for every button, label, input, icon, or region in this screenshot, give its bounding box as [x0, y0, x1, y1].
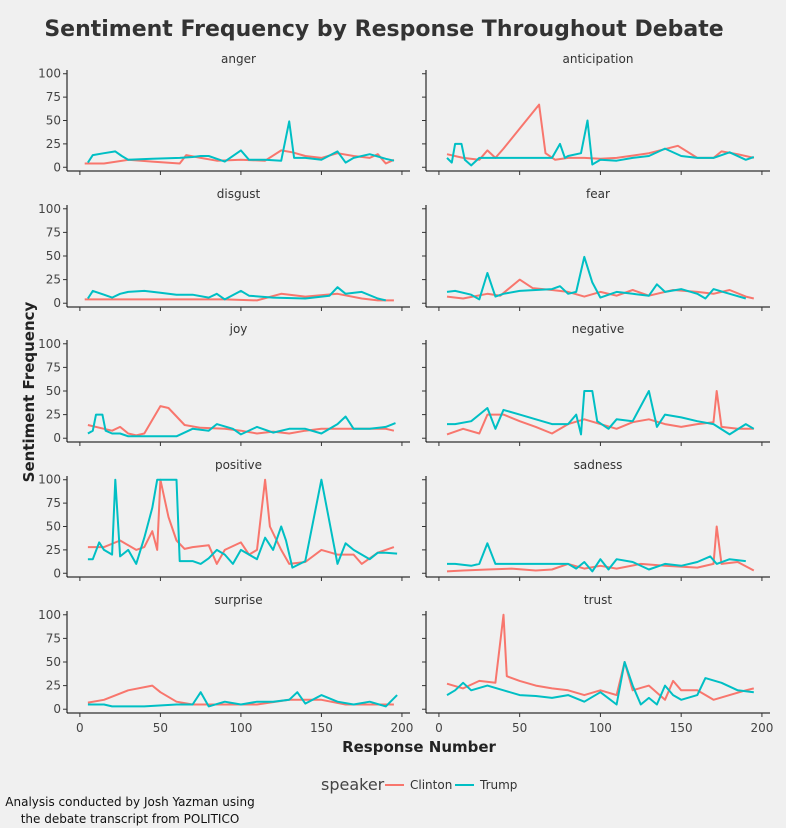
series-line-trump — [446, 661, 754, 706]
series-line-clinton — [87, 478, 395, 565]
series-line-clinton — [84, 292, 394, 302]
x-tick-label: 100 — [589, 721, 612, 735]
panel-positive: positive 0 25 50 75 100 — [38, 458, 410, 581]
x-tick-label: 100 — [229, 721, 252, 735]
x-axis-title: Response Number — [342, 738, 496, 756]
y-tick-label: 75 — [46, 631, 61, 645]
panel-title-disgust: disgust — [217, 187, 261, 201]
x-tick-label: 150 — [310, 721, 333, 735]
y-tick-label: 100 — [38, 473, 61, 487]
y-tick-label: 75 — [46, 496, 61, 510]
series-line-trump — [447, 542, 746, 573]
series-line-clinton — [446, 390, 754, 436]
y-tick-label: 0 — [53, 431, 61, 445]
panel-title-negative: negative — [572, 322, 624, 336]
series-line-trump — [446, 119, 755, 167]
series-line-trump — [87, 286, 387, 302]
panel-negative: negative — [422, 322, 770, 446]
y-tick-label: 25 — [46, 408, 61, 422]
x-tick-label: 0 — [435, 721, 443, 735]
series-line-clinton — [87, 405, 395, 437]
x-tick-label: 50 — [153, 721, 168, 735]
series-line-clinton — [446, 103, 755, 161]
legend-label-trump: Trump — [479, 778, 517, 792]
panel-anger: anger 0 25 50 75 100 — [38, 52, 410, 175]
y-tick-label: 100 — [38, 337, 61, 351]
caption-line-1: Analysis conducted by Josh Yazman using — [5, 795, 254, 809]
x-tick-label: 150 — [670, 721, 693, 735]
panel-title-trust: trust — [584, 593, 612, 607]
y-tick-label: 75 — [46, 360, 61, 374]
y-tick-label: 75 — [46, 225, 61, 239]
series-line-clinton — [87, 684, 394, 706]
y-tick-label: 50 — [46, 520, 61, 534]
panel-surprise: surprise 0 25 50 75 100 0 50 100 150 200 — [38, 593, 413, 735]
y-tick-label: 100 — [38, 608, 61, 622]
y-tick-label: 50 — [46, 655, 61, 669]
y-tick-label: 50 — [46, 249, 61, 263]
series-line-clinton — [84, 149, 395, 165]
y-tick-label: 25 — [46, 273, 61, 287]
chart-title: Sentiment Frequency by Response Througho… — [44, 17, 723, 42]
panel-trust: trust 0 50 100 150 200 — [422, 593, 773, 735]
legend-label-clinton: Clinton — [410, 778, 452, 792]
panel-title-joy: joy — [229, 322, 248, 336]
y-tick-label: 100 — [38, 67, 61, 81]
panel-anticipation: anticipation — [422, 52, 770, 175]
y-axis-title: Sentiment Frequency — [20, 301, 38, 482]
y-tick-label: 0 — [53, 160, 61, 174]
y-tick-label: 75 — [46, 90, 61, 104]
caption-line-2: the debate transcript from POLITICO — [21, 812, 240, 826]
series-line-trump — [87, 120, 395, 164]
y-tick-label: 0 — [53, 702, 61, 716]
panel-fear: fear — [422, 187, 770, 311]
y-tick-label: 25 — [46, 679, 61, 693]
panel-title-positive: positive — [215, 458, 262, 472]
legend: speaker Clinton Trump — [321, 775, 517, 794]
y-tick-label: 50 — [46, 114, 61, 128]
panel-title-surprise: surprise — [214, 593, 262, 607]
x-tick-label: 0 — [76, 721, 84, 735]
y-tick-label: 0 — [53, 566, 61, 580]
panel-title-fear: fear — [586, 187, 610, 201]
y-tick-label: 25 — [46, 137, 61, 151]
panel-sadness: sadness — [422, 458, 770, 581]
y-tick-label: 25 — [46, 543, 61, 557]
panel-title-anger: anger — [221, 52, 256, 66]
panel-title-sadness: sadness — [574, 458, 623, 472]
x-tick-label: 50 — [512, 721, 527, 735]
y-tick-label: 0 — [53, 296, 61, 310]
series-line-clinton — [446, 613, 755, 701]
y-tick-label: 100 — [38, 202, 61, 216]
panel-title-anticipation: anticipation — [563, 52, 634, 66]
series-line-trump — [446, 255, 747, 301]
y-tick-label: 50 — [46, 384, 61, 398]
panel-joy: joy 0 25 50 75 100 — [38, 322, 410, 446]
series-line-trump — [87, 413, 396, 438]
series-line-trump — [87, 478, 398, 569]
series-line-trump — [447, 390, 755, 436]
series-line-trump — [87, 691, 398, 708]
legend-title: speaker — [321, 775, 385, 794]
x-tick-label: 200 — [390, 721, 413, 735]
x-tick-label: 200 — [750, 721, 773, 735]
series-line-clinton — [446, 525, 755, 573]
panel-disgust: disgust 0 25 50 75 100 — [38, 187, 410, 311]
